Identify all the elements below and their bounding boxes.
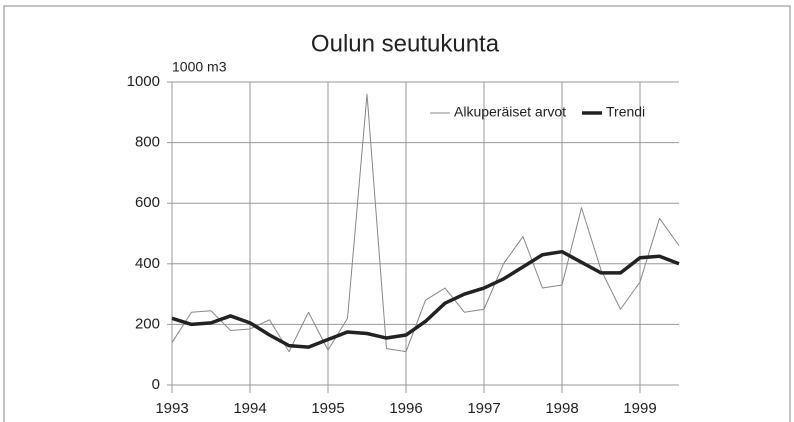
y-tick-label: 400 [135,255,160,272]
x-tick-label: 1995 [311,400,344,417]
y-tick-label: 1000 [127,73,160,90]
y-tick-label: 800 [135,134,160,151]
legend-label: Alkuperäiset arvot [454,104,566,120]
x-tick-label: 1998 [545,400,578,417]
x-tick-label: 1996 [389,400,422,417]
y-tick-label: 600 [135,194,160,211]
y-tick-label: 0 [152,376,160,393]
x-tick-label: 1993 [155,400,188,417]
series-line [171,249,680,349]
legend-label: Trendi [606,104,645,120]
series-line [171,93,680,353]
x-tick-label: 1994 [233,400,266,417]
frame [3,5,791,422]
x-tick-label: 1997 [467,400,500,417]
chart-title: Oulun seutukunta [311,30,500,57]
y-axis-label: 1000 m3 [172,59,227,75]
x-tick-label: 1999 [623,400,656,417]
y-tick-label: 200 [135,315,160,332]
